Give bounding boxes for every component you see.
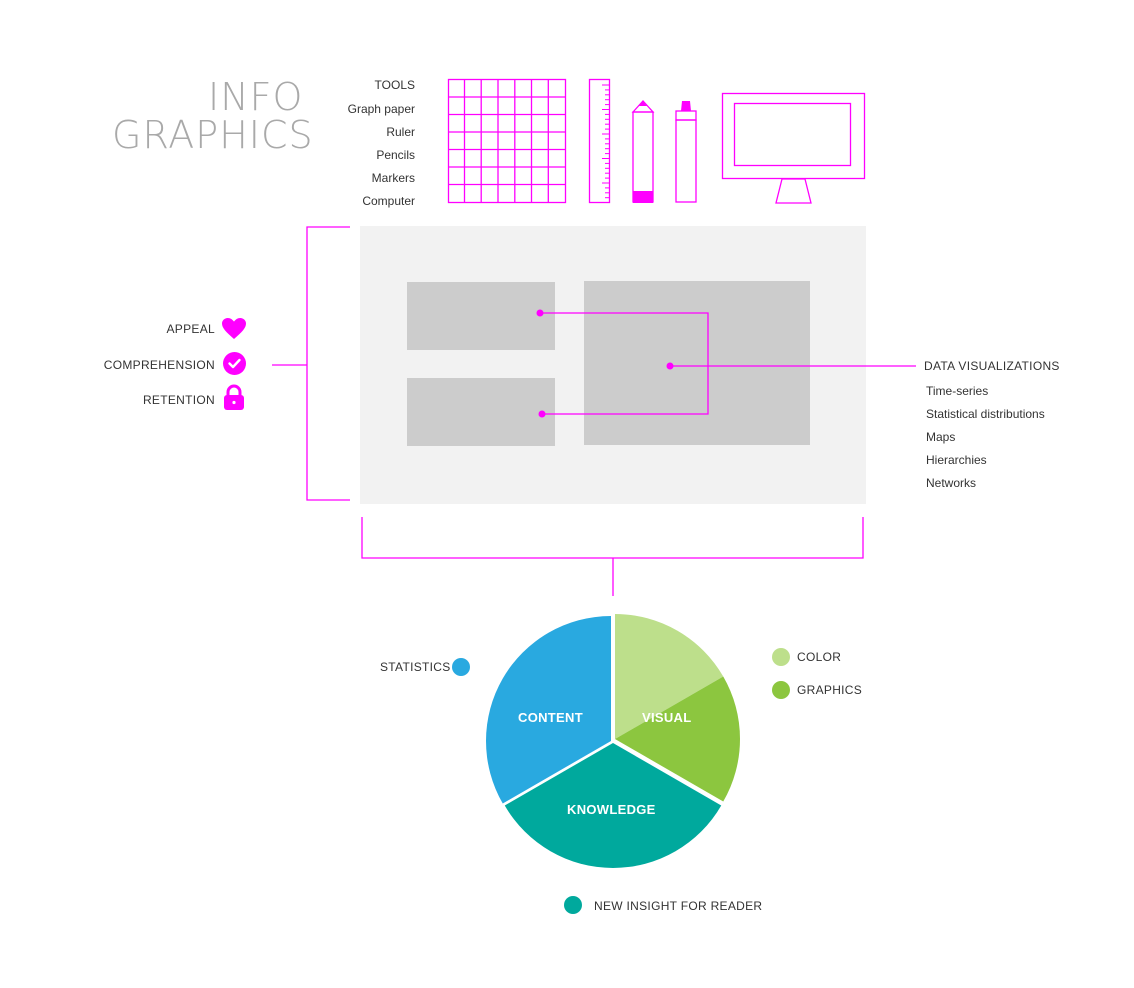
tool-pencils: Pencils <box>376 148 415 162</box>
title-line-1: INFO <box>208 75 304 119</box>
pie-slice-visual-graphics <box>615 676 740 802</box>
legend-color-dot <box>772 648 790 666</box>
heart-icon <box>222 318 246 339</box>
dv-item-networks: Networks <box>926 476 977 490</box>
data-visualizations-heading: DATA VISUALIZATIONS <box>924 359 1060 373</box>
legend-color-label: COLOR <box>797 650 842 664</box>
graph-paper-icon <box>447 78 567 204</box>
left-bracket <box>272 226 350 501</box>
legend-insight-dot <box>564 896 582 914</box>
pie-label-visual: VISUAL <box>642 710 692 725</box>
tool-graph-paper: Graph paper <box>347 102 415 116</box>
dv-item-hierarchies: Hierarchies <box>926 453 987 467</box>
pie-slice-visual-color <box>615 614 724 739</box>
tool-ruler: Ruler <box>386 125 415 139</box>
bottom-bracket <box>361 517 864 596</box>
legend-statistics-label: STATISTICS <box>380 660 451 674</box>
dv-item-maps: Maps <box>926 430 956 444</box>
legend-graphics-dot <box>772 681 790 699</box>
pie-slice-content <box>486 616 611 804</box>
legend-statistics-dot <box>452 658 470 676</box>
ruler-icon <box>588 78 611 204</box>
pie-chart <box>486 614 740 868</box>
pie-label-content: CONTENT <box>518 710 583 725</box>
connector-lines <box>536 309 916 418</box>
large-block <box>584 281 810 445</box>
title-line-2: GRAPHICS <box>112 113 314 157</box>
goal-retention-label: RETENTION <box>142 393 215 407</box>
small-block-bottom <box>407 378 555 446</box>
goal-appeal-label: APPEAL <box>166 322 215 336</box>
lock-icon <box>224 384 244 410</box>
pie-label-knowledge: KNOWLEDGE <box>567 802 656 817</box>
tools-heading: TOOLS <box>374 78 415 92</box>
dv-item-statistical-distributions: Statistical distributions <box>926 407 1045 421</box>
computer-icon <box>721 92 866 204</box>
goal-comprehension-label: COMPREHENSION <box>103 358 215 372</box>
dv-item-time-series: Time-series <box>926 384 989 398</box>
marker-icon <box>675 101 697 203</box>
check-circle-icon <box>223 352 246 375</box>
pencil-icon <box>631 100 655 203</box>
legend-insight-label: NEW INSIGHT FOR READER <box>594 899 763 913</box>
small-block-top <box>407 282 555 350</box>
tool-computer: Computer <box>362 194 415 208</box>
pie-slice-knowledge <box>504 743 722 868</box>
legend-graphics-label: GRAPHICS <box>797 683 863 697</box>
tools-list: TOOLS Graph paper Ruler Pencils Markers … <box>300 78 415 213</box>
tool-markers: Markers <box>371 171 415 185</box>
